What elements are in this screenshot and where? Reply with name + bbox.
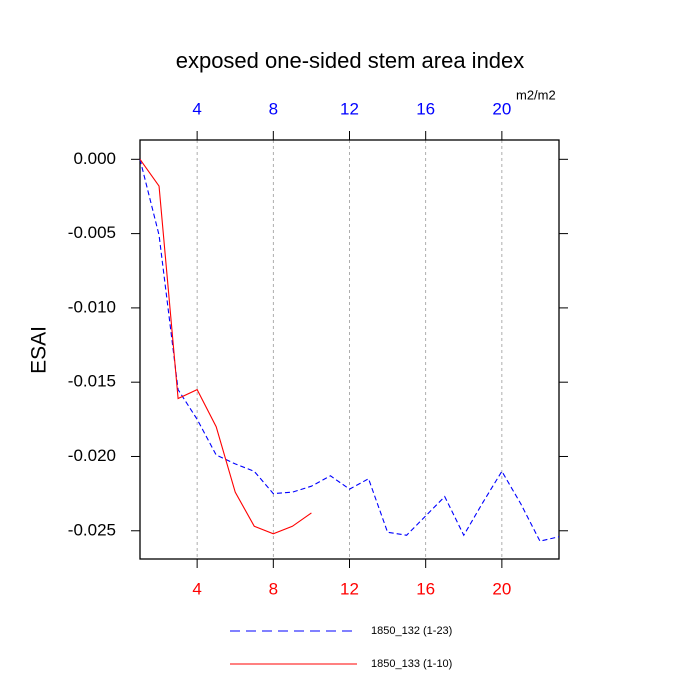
y-axis-label: ESAI: [28, 326, 51, 374]
x-tick-label-bottom: 8: [269, 579, 278, 598]
x-tick-label-bottom: 4: [192, 579, 201, 598]
x-tick-label-bottom: 16: [416, 579, 435, 598]
y-tick-label: -0.010: [68, 297, 116, 316]
y-tick-label: 0.000: [73, 149, 116, 168]
y-tick-label: -0.015: [68, 372, 116, 391]
x-tick-label-bottom: 20: [492, 579, 511, 598]
x-tick-label-top: 12: [340, 99, 359, 118]
legend-label: 1850_132 (1-23): [371, 625, 452, 637]
x-tick-label-top: 8: [269, 99, 278, 118]
plot-frame: [139, 139, 560, 560]
x-tick-label-top: 20: [492, 99, 511, 118]
x-tick-label-top: 4: [192, 99, 201, 118]
x-tick-label-top: 16: [416, 99, 435, 118]
y-tick-label: -0.005: [68, 223, 116, 242]
chart-title: exposed one-sided stem area index: [176, 48, 525, 73]
series-line: [139, 159, 560, 542]
x-tick-label-bottom: 12: [340, 579, 359, 598]
series-line: [139, 158, 312, 535]
y-tick-label: -0.020: [68, 446, 116, 465]
x-units-label: m2/m2: [516, 87, 556, 102]
legend-label: 1850_133 (1-10): [371, 658, 452, 670]
y-tick-label: -0.025: [68, 520, 116, 539]
